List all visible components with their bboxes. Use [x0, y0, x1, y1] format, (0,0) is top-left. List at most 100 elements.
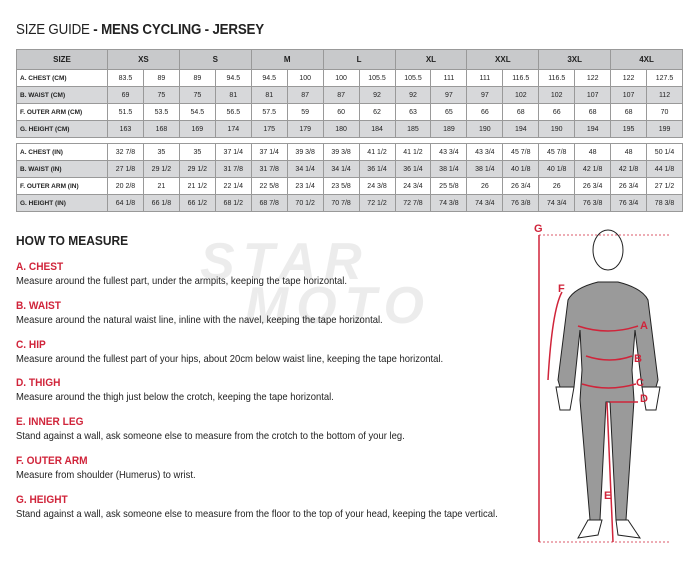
table-cell: 40 1/8 — [502, 160, 540, 178]
row-label: B. WAIST (CM) — [16, 86, 108, 104]
table-cell: 97 — [466, 86, 504, 104]
table-cell: 38 1/4 — [430, 160, 468, 178]
table-row: G. HEIGHT (IN) 64 1/8 66 1/8 66 1/2 68 1/2 68… — [16, 194, 683, 212]
measure-title: A. CHEST — [16, 261, 64, 273]
table-cell: 75 — [178, 86, 216, 104]
row-label: A. CHEST (CM) — [16, 69, 108, 87]
table-cell: 23 1/4 — [286, 177, 324, 195]
table-cell: 194 — [502, 120, 540, 138]
measure-title: B. WAIST — [16, 299, 61, 312]
measure-section: D. THIGH Measure around the thigh just be… — [16, 377, 536, 403]
table-cell: 175 — [250, 120, 288, 138]
table-cell: 29 1/2 — [178, 160, 216, 178]
table-cell: 83.5 — [107, 69, 144, 87]
table-cell: 41 1/2 — [358, 143, 396, 161]
table-cell: 72 1/2 — [358, 194, 396, 212]
table-cell: 168 — [142, 120, 180, 138]
table-cell: 68 — [610, 103, 648, 121]
table-cell: 59 — [286, 103, 324, 121]
table-row: A. CHEST (CM) 83.5 89 89 94.5 94.5 100 100 105.5… — [16, 69, 683, 87]
table-cell: 62 — [358, 103, 396, 121]
table-cell: 43 3/4 — [430, 143, 468, 161]
measure-section: C. HIP Measure around the fullest part of… — [16, 339, 536, 365]
table-cell: 45 7/8 — [538, 143, 576, 161]
table-cell: 66 1/8 — [142, 194, 180, 212]
table-cell: 48 — [574, 143, 612, 161]
measure-text: Stand against a wall, ask someone else t… — [16, 430, 405, 443]
measure-title: E. INNER LEG — [16, 416, 84, 429]
table-cell: 76 3/4 — [610, 194, 648, 212]
table-cell: 76 3/8 — [502, 194, 540, 212]
table-cell: 68 1/2 — [214, 194, 252, 212]
table-cell: 97 — [430, 86, 468, 104]
table-cell: 94.5 — [214, 69, 252, 87]
table-cell: 41 1/2 — [394, 143, 432, 161]
table-cell: 70 — [646, 103, 683, 121]
label-e: E — [604, 490, 611, 502]
table-cell: 68 7/8 — [250, 194, 288, 212]
label-c: C — [636, 377, 644, 389]
size-column-header: XL — [394, 49, 468, 70]
table-cell: 163 — [107, 120, 144, 138]
table-cell: 43 3/4 — [466, 143, 504, 161]
table-cell: 51.5 — [107, 103, 144, 121]
measure-section: F. OUTER ARM Measure from shoulder (Humer… — [16, 455, 536, 481]
table-cell: 27 1/2 — [646, 177, 683, 195]
table-cell: 89 — [178, 69, 216, 87]
size-column-header: XS — [107, 49, 180, 70]
table-row: B. WAIST (CM) 69 75 75 81 81 87 87 92 92 97 97 102 10… — [16, 86, 683, 104]
table-cell: 68 — [574, 103, 612, 121]
table-cell: 64 1/8 — [107, 194, 144, 212]
table-cell: 34 1/4 — [322, 160, 360, 178]
table-cell: 127.5 — [646, 69, 683, 87]
table-cell: 45 7/8 — [502, 143, 540, 161]
size-column-header: S — [178, 49, 252, 70]
table-cell: 39 3/8 — [286, 143, 324, 161]
table-cell: 27 1/8 — [107, 160, 144, 178]
measure-title: F. OUTER ARM — [16, 455, 88, 467]
table-cell: 29 1/2 — [142, 160, 180, 178]
measure-text: Measure around the natural waist line, i… — [16, 313, 383, 326]
size-column-header: 4XL — [610, 49, 683, 70]
table-cell: 32 7/8 — [107, 143, 144, 161]
watermark-logo: STAR MOTO — [200, 233, 432, 335]
table-cell: 199 — [646, 120, 683, 138]
table-cell: 116.5 — [502, 69, 540, 87]
measure-title: C. HIP — [16, 338, 46, 351]
table-cell: 107 — [610, 86, 648, 104]
table-cell: 56.5 — [214, 103, 252, 121]
table-cell: 42 1/8 — [574, 160, 612, 178]
measure-section: A. CHEST Measure around the fullest part,… — [16, 261, 536, 287]
title-bold: - MENS CYCLING - JERSEY — [89, 22, 264, 38]
table-cell: 194 — [574, 120, 612, 138]
table-cell: 23 5/8 — [322, 177, 360, 195]
table-cell: 35 — [178, 143, 216, 161]
table-cell: 81 — [214, 86, 252, 104]
table-cell: 70 7/8 — [322, 194, 360, 212]
table-cell: 25 5/8 — [430, 177, 468, 195]
table-cell: 24 3/4 — [394, 177, 432, 195]
table-cell: 48 — [610, 143, 648, 161]
table-cell: 21 1/2 — [178, 177, 216, 195]
table-cell: 68 — [502, 103, 540, 121]
table-cell: 169 — [178, 120, 216, 138]
table-cell: 105.5 — [358, 69, 396, 87]
table-cell: 189 — [430, 120, 468, 138]
table-cell: 26 3/4 — [610, 177, 648, 195]
table-cell: 102 — [538, 86, 576, 104]
row-label: A. CHEST (IN) — [16, 143, 108, 161]
label-a: A — [640, 320, 648, 332]
table-cell: 74 3/8 — [430, 194, 468, 212]
row-label: F. OUTER ARM (IN) — [16, 177, 108, 195]
size-column-header: L — [322, 49, 396, 70]
table-cell: 174 — [214, 120, 252, 138]
table-cell: 26 3/4 — [574, 177, 612, 195]
table-cell: 26 — [466, 177, 504, 195]
table-cell: 116.5 — [538, 69, 576, 87]
table-cell: 185 — [394, 120, 432, 138]
table-cell: 76 3/8 — [574, 194, 612, 212]
measure-text: Measure around the fullest part of your … — [16, 352, 444, 365]
table-cell: 122 — [610, 69, 648, 87]
measure-title: D. THIGH — [16, 377, 61, 390]
table-cell: 37 1/4 — [250, 143, 288, 161]
